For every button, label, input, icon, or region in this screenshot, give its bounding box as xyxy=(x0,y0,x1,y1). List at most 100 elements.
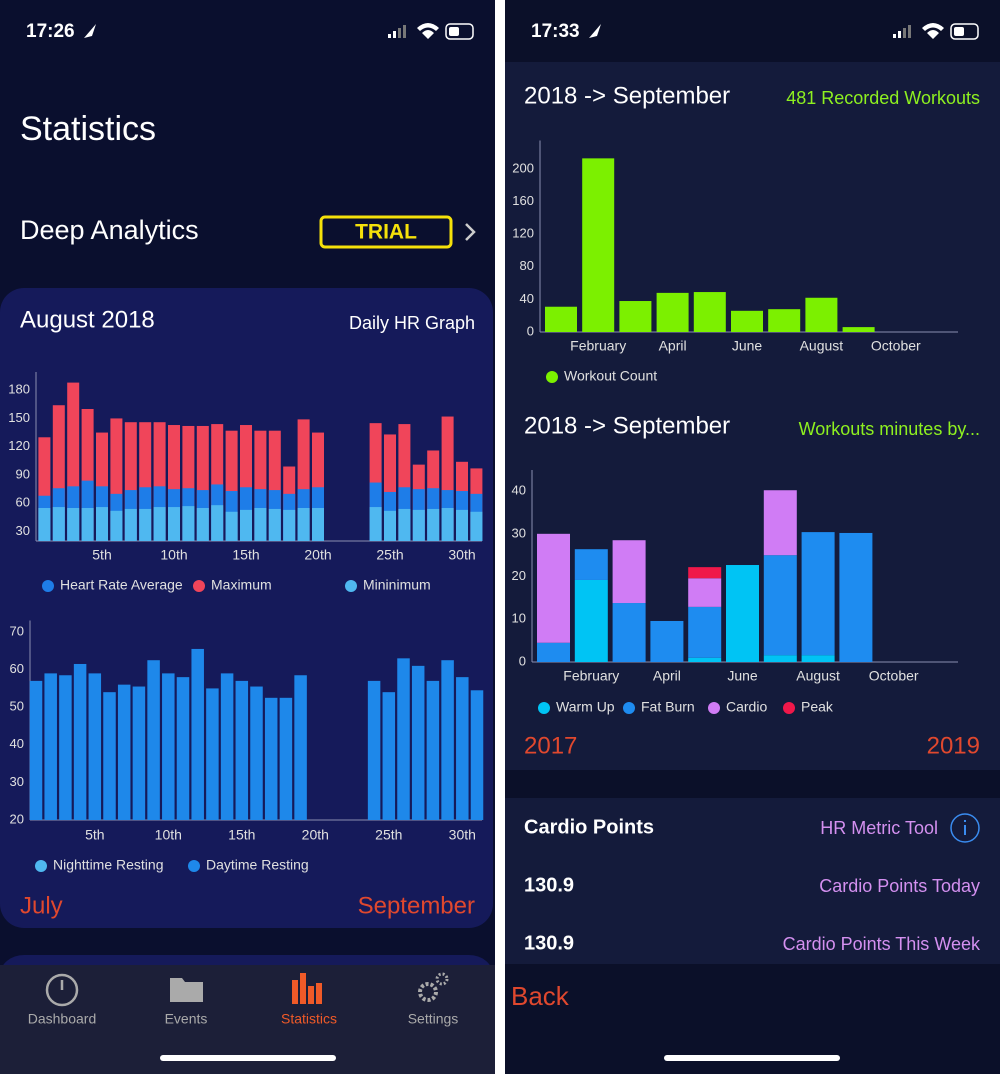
bar xyxy=(369,507,382,541)
bar-segment xyxy=(763,655,797,662)
bar xyxy=(545,306,577,332)
bar xyxy=(382,692,396,820)
tab-label[interactable]: Events xyxy=(165,1011,208,1027)
bar xyxy=(110,510,123,541)
bar xyxy=(211,505,224,541)
bar xyxy=(268,508,281,541)
legend-label: Warm Up xyxy=(556,699,615,715)
status-time: 17:33 xyxy=(531,21,580,42)
location-icon xyxy=(84,24,96,38)
x-tick-label: 30th xyxy=(448,547,475,563)
trial-badge[interactable] xyxy=(319,215,453,249)
home-indicator xyxy=(160,1055,336,1061)
y-tick-label: 50 xyxy=(10,699,24,714)
x-tick-label: February xyxy=(563,668,619,684)
y-tick-label: 20 xyxy=(512,568,526,583)
y-tick-label: 40 xyxy=(512,483,526,498)
x-tick-label: 20th xyxy=(302,827,329,843)
bar-segment xyxy=(688,606,722,658)
bar xyxy=(294,675,307,820)
y-tick-label: 40 xyxy=(520,291,534,306)
bar xyxy=(73,663,87,820)
bar xyxy=(619,301,652,332)
chart-title: August 2018 xyxy=(20,306,155,333)
bar xyxy=(124,508,137,541)
tab-label[interactable]: Statistics xyxy=(281,1011,337,1027)
info-icon[interactable] xyxy=(950,813,980,843)
bar-segment xyxy=(801,532,835,656)
range-start[interactable]: July xyxy=(20,892,63,919)
bar xyxy=(29,680,43,820)
x-tick-label: April xyxy=(659,338,687,354)
y-tick-label: 30 xyxy=(16,523,30,538)
chevron xyxy=(465,223,476,241)
x-tick-label: 15th xyxy=(232,547,259,563)
legend-label: Maximum xyxy=(211,577,272,593)
status-icons xyxy=(388,23,474,40)
range-start[interactable]: 2017 xyxy=(524,732,577,759)
bar-segment xyxy=(726,565,759,662)
legend-swatch xyxy=(623,702,635,714)
bar xyxy=(384,510,396,541)
bar xyxy=(182,506,195,541)
range-end[interactable]: 2019 xyxy=(927,732,980,759)
legend-swatch xyxy=(35,860,47,872)
x-tick-label: June xyxy=(732,338,763,354)
legend-swatch xyxy=(546,371,558,383)
y-tick-label: 30 xyxy=(512,525,526,540)
legend-swatch xyxy=(538,702,550,714)
x-tick-label: February xyxy=(570,338,626,354)
y-tick-label: 30 xyxy=(10,774,24,789)
tool-link[interactable]: HR Metric Tool xyxy=(820,818,938,838)
bar xyxy=(67,508,80,541)
bar xyxy=(731,310,763,332)
bar xyxy=(38,508,51,541)
bar xyxy=(139,508,152,541)
y-tick-label: 20 xyxy=(10,811,24,826)
bar xyxy=(240,509,252,541)
bar-segment xyxy=(612,540,646,604)
chart-title: 2018 -> September xyxy=(524,82,730,109)
x-tick-label: 25th xyxy=(376,547,403,563)
y-tick-label: 90 xyxy=(16,466,30,481)
bar xyxy=(88,673,102,820)
legend-swatch xyxy=(708,702,720,714)
home-indicator xyxy=(664,1055,840,1061)
bar-segment xyxy=(763,555,797,656)
y-tick-label: 120 xyxy=(8,438,30,453)
cardio-title: Cardio Points xyxy=(524,816,654,838)
bar xyxy=(168,507,180,541)
status-icons xyxy=(893,23,979,40)
legend-swatch xyxy=(193,580,205,592)
bar xyxy=(426,680,440,820)
range-end[interactable]: September xyxy=(358,892,475,919)
x-tick-label: 5th xyxy=(92,547,111,563)
bar xyxy=(220,673,234,820)
y-tick-label: 200 xyxy=(512,160,534,175)
legend-swatch xyxy=(42,580,54,592)
x-tick-label: 30th xyxy=(449,827,476,843)
deep-analytics[interactable]: Deep Analytics xyxy=(20,215,199,245)
x-tick-label: April xyxy=(653,668,681,684)
legend-label: Workout Count xyxy=(564,368,657,384)
y-tick-label: 10 xyxy=(512,611,526,626)
bar xyxy=(264,697,278,820)
bar xyxy=(297,508,310,541)
x-tick-label: 20th xyxy=(304,547,331,563)
y-tick-label: 60 xyxy=(10,661,24,676)
bar xyxy=(412,509,425,541)
bar-segment xyxy=(612,603,646,662)
back-button[interactable]: Back xyxy=(511,981,570,1011)
legend-label: Daytime Resting xyxy=(206,857,309,873)
bar xyxy=(196,508,209,541)
status-time: 17:26 xyxy=(26,21,75,42)
y-tick-label: 180 xyxy=(8,382,30,397)
tab-label[interactable]: Settings xyxy=(408,1011,459,1027)
tab-label[interactable]: Dashboard xyxy=(28,1011,97,1027)
bar xyxy=(805,297,838,332)
bar xyxy=(191,648,204,820)
x-tick-label: June xyxy=(727,668,758,684)
bar xyxy=(456,677,469,820)
trial-label: TRIAL xyxy=(355,221,417,244)
bar xyxy=(250,686,263,820)
